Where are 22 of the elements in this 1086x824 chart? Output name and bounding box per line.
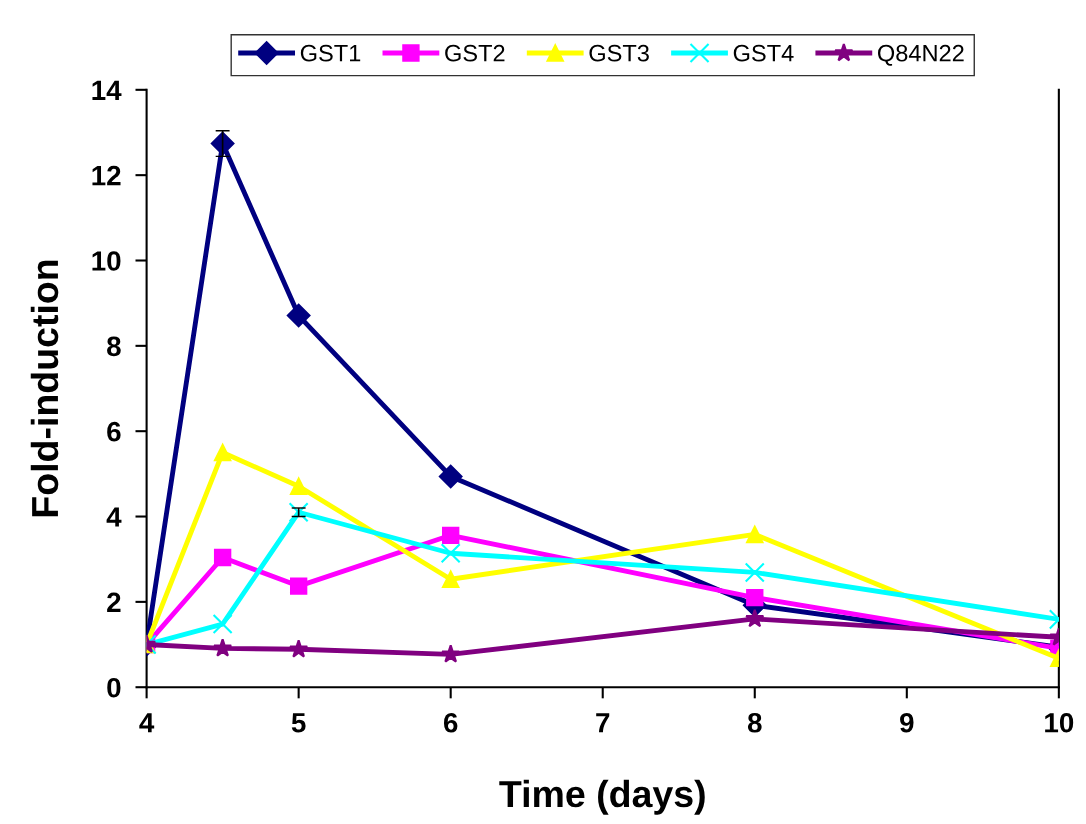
- y-tick-label: 0: [107, 677, 121, 698]
- x-tick-label: 4: [139, 713, 155, 733]
- x-tick-label: 10: [1045, 712, 1074, 733]
- y-tick-label: 10: [92, 251, 121, 271]
- x-tick-label: 6: [443, 712, 458, 733]
- legend-label: GST1: [300, 44, 361, 62]
- x-tick-label: 7: [596, 713, 610, 733]
- y-tick-label: 12: [92, 165, 121, 186]
- y-tick-label: 2: [107, 592, 121, 612]
- y-tick-label: 14: [92, 80, 122, 100]
- x-tick-label: 8: [747, 712, 762, 733]
- legend-label: GST2: [445, 44, 505, 62]
- y-tick-label: 4: [106, 507, 122, 527]
- x-tick-label: 5: [291, 713, 306, 733]
- legend-label: Q84N22: [878, 44, 964, 66]
- x-tick-label: 9: [900, 712, 914, 733]
- legend-label: GST3: [589, 44, 649, 62]
- legend-label: GST4: [733, 44, 794, 62]
- y-axis-title: Fold-induction: [30, 260, 59, 517]
- y-tick-label: 6: [107, 421, 121, 442]
- y-tick-label: 8: [107, 336, 121, 357]
- x-axis-title: Time (days): [499, 779, 705, 815]
